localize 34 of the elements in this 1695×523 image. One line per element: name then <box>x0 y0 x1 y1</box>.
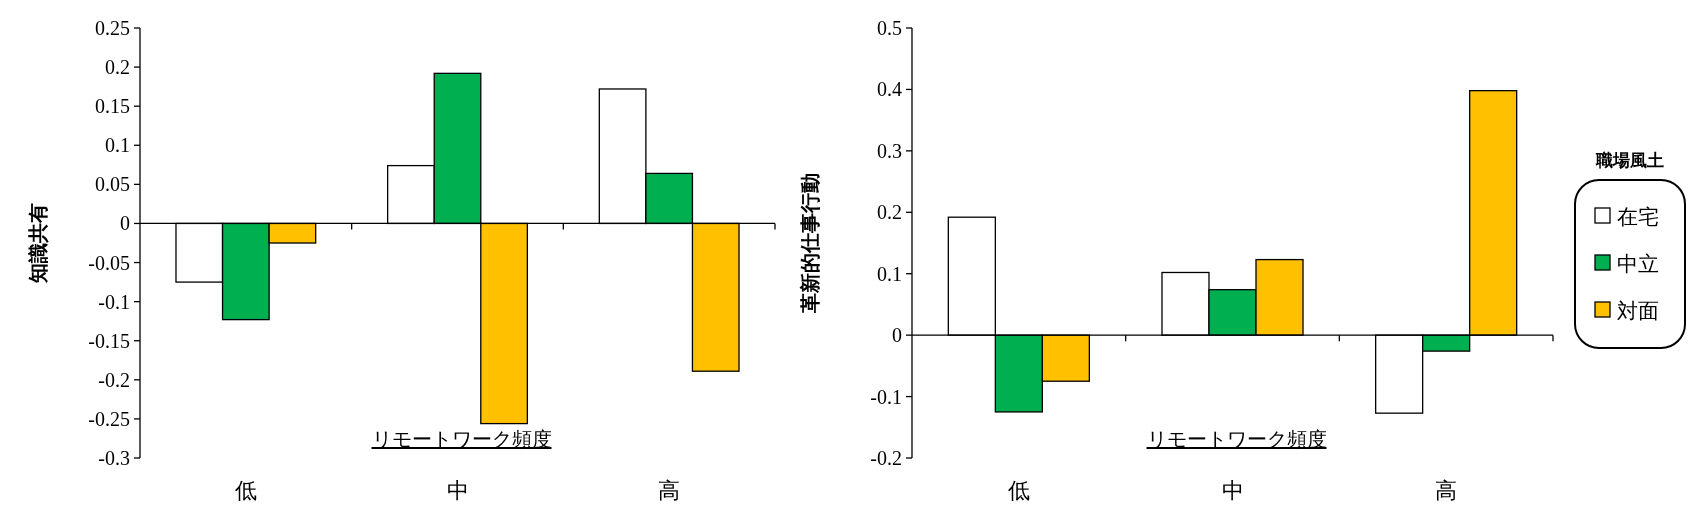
y-tick-label: 0.15 <box>95 95 130 118</box>
y-tick-label: 0.25 <box>95 17 130 39</box>
x-tick-label: 低 <box>1007 478 1030 503</box>
x-tick-label: 高 <box>1435 478 1458 503</box>
x-tick-label: 高 <box>658 478 681 503</box>
y-tick-label: -0.1 <box>870 385 902 408</box>
y-tick-label: -0.25 <box>88 407 130 430</box>
y-tick-label: 0.4 <box>877 78 902 101</box>
y-tick-label: 0.5 <box>877 17 902 39</box>
x-axis-title: リモートワーク頻度 <box>1146 428 1327 450</box>
legend-label: 対面 <box>1617 299 1659 323</box>
y-tick-label: -0.2 <box>98 368 130 391</box>
y-tick-label: -0.15 <box>88 329 130 352</box>
x-tick-label: 中 <box>1221 478 1244 503</box>
y-tick-label: 0 <box>892 324 902 347</box>
legend-title: 職場風土 <box>1595 150 1664 170</box>
x-axis-title: リモートワーク頻度 <box>371 428 552 450</box>
x-tick-label: 中 <box>446 478 469 503</box>
y-tick-label: 0.2 <box>877 201 902 224</box>
y-tick-label: 0.05 <box>95 173 130 196</box>
y-tick-label: -0.1 <box>98 290 130 313</box>
y-tick-label: 0 <box>120 212 130 235</box>
x-tick-label: 低 <box>234 478 257 503</box>
legend-label: 在宅 <box>1617 205 1659 229</box>
y-tick-label: -0.2 <box>870 447 902 469</box>
y-tick-label: 0.1 <box>877 262 902 285</box>
y-tick-label: -0.05 <box>88 251 130 274</box>
legend-label: 中立 <box>1617 252 1659 276</box>
y-tick-label: 0.1 <box>105 134 130 157</box>
y-tick-label: -0.3 <box>98 447 130 469</box>
y-tick-label: 0.2 <box>105 56 130 79</box>
y-axis-title: 革新的仕事行動 <box>798 173 822 314</box>
y-axis-title: 知識共有 <box>26 203 50 284</box>
y-tick-label: 0.3 <box>877 139 902 162</box>
